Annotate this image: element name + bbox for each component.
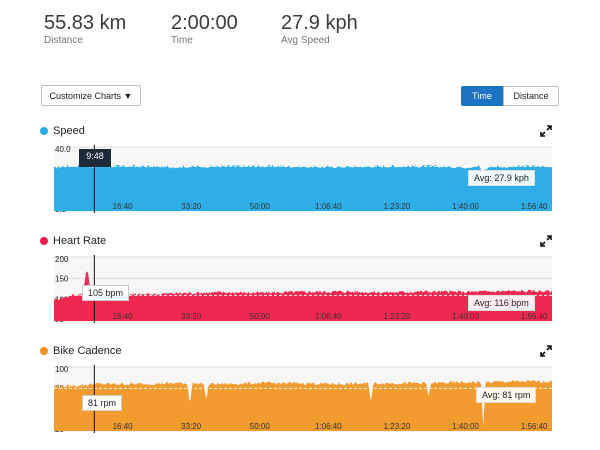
y-tick-label: 200 <box>55 255 69 264</box>
heart-rate-average-label: Avg: 116 bpm <box>468 295 535 311</box>
stat-time: 2:00:00 Time <box>171 12 238 46</box>
chart-title-text: Speed <box>53 125 85 137</box>
x-tick-label: 1:06:40 <box>315 422 342 431</box>
stat-value: 2:00:00 <box>171 12 238 34</box>
x-tick-label: 33:20 <box>181 422 202 431</box>
chart-title-text: Heart Rate <box>53 235 107 247</box>
stat-avg-speed: 27.9 kph Avg Speed <box>281 12 358 46</box>
cadence-area-series <box>54 380 552 431</box>
bike-cadence-chart[interactable]: 10075502516:4033:2050:001:06:401:23:201:… <box>40 365 555 434</box>
cadence-legend-dot <box>40 347 48 355</box>
speed-average-label: Avg: 27.9 kph <box>468 170 535 186</box>
chart-title-speed: Speed <box>40 125 85 137</box>
y-tick-label: 150 <box>55 274 69 283</box>
x-tick-label: 16:40 <box>113 202 134 211</box>
toggle-distance-button[interactable]: Distance <box>503 86 559 106</box>
stat-value: 55.83 km <box>44 12 127 34</box>
x-tick-label: 1:40:00 <box>452 202 479 211</box>
chart-title-heart-rate: Heart Rate <box>40 235 106 247</box>
x-tick-label: 1:56:40 <box>521 422 548 431</box>
x-tick-label: 1:40:00 <box>452 422 479 431</box>
x-tick-label: 1:56:40 <box>521 202 548 211</box>
customize-charts-button[interactable]: Customize Charts ▼ <box>41 85 141 106</box>
y-tick-label: 40.0 <box>55 145 71 154</box>
stat-label: Time <box>171 35 193 46</box>
speed-legend-dot <box>40 127 48 135</box>
x-tick-label: 16:40 <box>113 312 134 321</box>
x-tick-label: 33:20 <box>181 312 202 321</box>
x-tick-label: 50:00 <box>250 202 271 211</box>
expand-icon[interactable] <box>540 235 552 247</box>
stat-label: Distance <box>44 35 83 46</box>
stat-label: Avg Speed <box>281 35 330 46</box>
chart-title-text: Bike Cadence <box>53 345 122 357</box>
heart-rate-cursor-value: 105 bpm <box>82 285 130 301</box>
x-tick-label: 50:00 <box>250 312 271 321</box>
x-tick-label: 16:40 <box>113 422 134 431</box>
x-tick-label: 50:00 <box>250 422 271 431</box>
speed-area-series <box>54 164 552 211</box>
cadence-cursor-value: 81 rpm <box>82 395 123 411</box>
cursor-time-label: 9:48 <box>79 149 111 167</box>
x-tick-label: 1:06:40 <box>315 202 342 211</box>
chart-title-bike-cadence: Bike Cadence <box>40 345 122 357</box>
x-tick-label: 1:56:40 <box>521 312 548 321</box>
x-tick-label: 1:40:00 <box>452 312 479 321</box>
heart-area-series <box>54 271 552 321</box>
cadence-average-label: Avg: 81 rpm <box>476 387 537 403</box>
x-tick-label: 33:20 <box>181 202 202 211</box>
heart-rate-legend-dot <box>40 237 48 245</box>
stat-distance: 55.83 km Distance <box>44 12 126 46</box>
x-tick-label: 1:23:20 <box>384 312 411 321</box>
x-tick-label: 1:23:20 <box>384 422 411 431</box>
expand-icon[interactable] <box>540 345 552 357</box>
expand-icon[interactable] <box>540 125 552 137</box>
stat-value: 27.9 kph <box>281 12 358 34</box>
y-tick-label: 100 <box>55 365 69 374</box>
heart-rate-chart[interactable]: 2001501005016:4033:2050:001:06:401:23:20… <box>40 255 555 324</box>
x-tick-label: 1:23:20 <box>384 202 411 211</box>
toggle-time-button[interactable]: Time <box>461 86 503 106</box>
x-tick-label: 1:06:40 <box>315 312 342 321</box>
